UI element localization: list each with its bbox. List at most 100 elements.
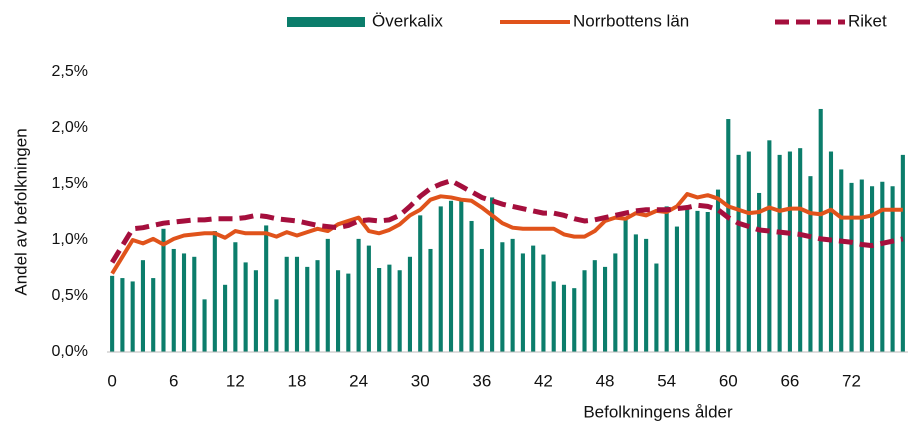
bar (243, 262, 248, 352)
bar (171, 248, 176, 352)
x-tick-label: 18 (288, 371, 307, 390)
bar (746, 151, 751, 352)
x-tick-label: 60 (719, 371, 738, 390)
x-tick-label: 24 (349, 371, 368, 390)
bar (695, 210, 700, 352)
bar (161, 228, 166, 352)
bar (346, 273, 351, 352)
bar (500, 242, 505, 352)
y-tick-label: 2,0% (52, 119, 88, 136)
bar (130, 281, 135, 352)
bar (674, 226, 679, 352)
bar (839, 169, 844, 352)
x-tick-label: 72 (842, 371, 861, 390)
bar (490, 197, 495, 352)
bar (900, 154, 905, 352)
bar (377, 268, 382, 352)
bar (685, 206, 690, 352)
bar (654, 263, 659, 352)
y-tick-label: 2,5% (52, 63, 88, 80)
x-tick-label: 36 (472, 371, 491, 390)
y-tick-label: 0,5% (52, 287, 88, 304)
bar (459, 198, 464, 352)
bar (202, 299, 207, 352)
bar (284, 256, 289, 352)
x-tick-label: 0 (107, 371, 116, 390)
y-axis-title: Andel av befolkningen (11, 128, 30, 295)
x-tick-label: 30 (411, 371, 430, 390)
bar (336, 270, 341, 352)
bar (418, 215, 423, 352)
line (110, 192, 903, 275)
bar (603, 266, 608, 352)
bar (448, 200, 454, 352)
bar (859, 179, 864, 352)
bar (572, 288, 577, 352)
bar (274, 299, 279, 352)
bar (356, 238, 361, 352)
bar (880, 181, 885, 352)
bar (777, 154, 782, 352)
bar (325, 238, 330, 352)
legend-label: Riket (848, 11, 887, 30)
bar (644, 238, 649, 352)
bar (407, 256, 412, 352)
bar (726, 119, 731, 352)
x-tick-label: 42 (534, 371, 553, 390)
bar (192, 256, 197, 352)
bar (787, 151, 792, 352)
bar (479, 248, 484, 352)
bar (253, 270, 258, 352)
bar (818, 108, 823, 353)
bar (849, 182, 854, 352)
bar (469, 220, 474, 352)
bar (264, 225, 269, 352)
bar (828, 151, 834, 352)
bar (808, 176, 813, 352)
x-axis-title: Befolkningens ålder (583, 402, 733, 421)
bar (212, 231, 217, 352)
bar (705, 212, 710, 352)
bar (664, 206, 669, 352)
bar (140, 260, 145, 352)
bar (561, 284, 567, 352)
legend-label: Överkalix (372, 11, 443, 30)
bar (757, 192, 762, 352)
bar (520, 253, 525, 352)
bar (428, 248, 433, 352)
bar (592, 260, 597, 352)
bar (798, 148, 803, 352)
bar (366, 245, 371, 352)
bar (890, 186, 895, 352)
bar (181, 253, 187, 352)
bar (110, 275, 115, 352)
x-tick-label: 66 (780, 371, 799, 390)
bar (531, 245, 536, 352)
x-tick-label: 48 (596, 371, 615, 390)
bar (551, 281, 556, 352)
y-tick-label: 0,0% (52, 343, 88, 360)
bar (397, 270, 402, 352)
bar (223, 284, 228, 352)
x-tick-label: 54 (657, 371, 676, 390)
bar (613, 253, 618, 352)
x-tick-label: 12 (226, 371, 245, 390)
dashed-line (110, 178, 904, 264)
bar (387, 264, 392, 352)
bar (870, 186, 875, 352)
bar (715, 189, 721, 352)
legend-label: Norrbottens län (573, 11, 689, 30)
bar (510, 238, 515, 352)
bar (623, 217, 628, 352)
bar (541, 254, 546, 352)
bar (151, 278, 156, 352)
bar (767, 140, 772, 352)
bar (305, 266, 310, 352)
bar (294, 256, 300, 352)
bar (736, 154, 741, 352)
bar (633, 234, 638, 352)
bar (582, 270, 587, 352)
bar (233, 242, 238, 352)
y-tick-label: 1,0% (52, 231, 88, 248)
bar (315, 260, 320, 352)
